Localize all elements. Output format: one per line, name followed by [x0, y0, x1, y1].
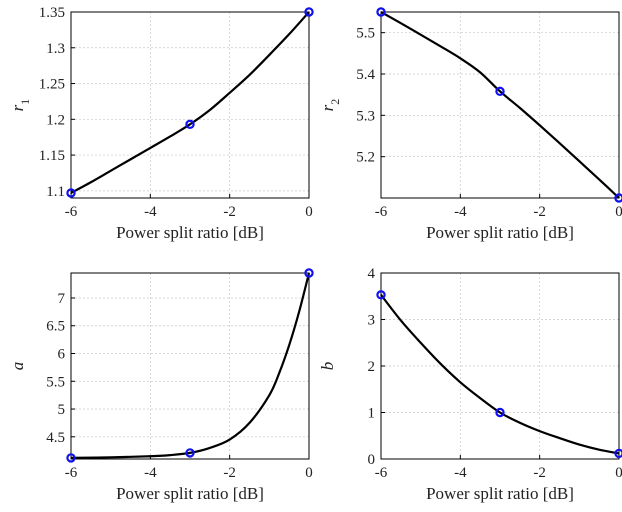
y-tick-label: 5	[58, 402, 66, 418]
x-tick-label: 0	[305, 465, 313, 481]
y-tick-label: 0	[368, 452, 376, 468]
y-tick-label: 5.2	[356, 150, 375, 166]
y-tick-label: 3	[368, 313, 376, 329]
y-axis-label-main: a	[8, 362, 27, 371]
x-tick-label: -6	[375, 465, 388, 481]
series-line-b	[381, 295, 619, 454]
x-tick-label: -6	[65, 465, 78, 481]
y-tick-label: 6	[58, 347, 66, 363]
y-axis-label: r2	[318, 99, 342, 112]
axes-box	[381, 12, 619, 198]
panel-r2: -6 -4 -2 0 5.2 5.3 5.4 5.5 Power split ratio [dB…	[318, 8, 622, 242]
y-tick-label: 5.4	[356, 67, 375, 83]
y-tick-label: 5.5	[46, 374, 65, 390]
x-tick-label: -4	[454, 204, 467, 220]
y-tick-label: 1	[368, 406, 376, 422]
axes-box	[381, 273, 619, 459]
y-tick-label: 4.5	[46, 430, 65, 446]
series-line-r2	[381, 12, 619, 198]
x-tick-label: -2	[223, 204, 236, 220]
y-axis-label: b	[318, 362, 337, 371]
panel-r1: -6 -4 -2 0 1.1 1.15 1.2 1.25 1.3 1.35 Power split …	[8, 5, 313, 242]
x-tick-label: -4	[144, 465, 157, 481]
y-axis-label-main: b	[318, 362, 337, 371]
x-tick-label: -2	[533, 465, 546, 481]
x-tick-label: 0	[615, 204, 622, 220]
y-tick-label: 1.2	[46, 112, 65, 128]
y-tick-label: 1.35	[39, 5, 65, 21]
series-line-a	[71, 273, 309, 458]
y-tick-label: 2	[368, 359, 376, 375]
series-line-r1	[71, 12, 309, 193]
x-tick-label: -4	[144, 204, 157, 220]
x-tick-label: -4	[454, 465, 467, 481]
x-axis-label: Power split ratio [dB]	[116, 223, 264, 242]
x-tick-label: -6	[65, 204, 78, 220]
y-axis-label-subscript: 2	[328, 99, 342, 105]
axes-box	[71, 273, 309, 459]
x-tick-label: -2	[533, 204, 546, 220]
y-tick-label: 7	[58, 291, 66, 307]
y-tick-label: 1.25	[39, 77, 65, 93]
y-tick-label: 6.5	[46, 319, 65, 335]
y-tick-label: 1.1	[46, 184, 65, 200]
axes-box	[71, 12, 309, 198]
x-tick-label: 0	[305, 204, 313, 220]
y-tick-label: 1.3	[46, 41, 65, 57]
y-tick-label: 5.3	[356, 108, 375, 124]
y-axis-label-subscript: 1	[18, 99, 32, 105]
y-tick-label: 5.5	[356, 26, 375, 42]
x-tick-label: -2	[223, 465, 236, 481]
y-axis-label: a	[8, 362, 27, 371]
y-axis-label: r1	[8, 99, 32, 112]
x-axis-label: Power split ratio [dB]	[116, 484, 264, 503]
panel-b: -6 -4 -2 0 0 1 2 3 4 Power split ratio [dB] b	[318, 266, 622, 503]
x-tick-label: 0	[615, 465, 622, 481]
x-axis-label: Power split ratio [dB]	[426, 484, 574, 503]
y-tick-label: 4	[368, 266, 376, 282]
x-axis-label: Power split ratio [dB]	[426, 223, 574, 242]
panel-a: -6 -4 -2 0 4.5 5 5.5 6 6.5 7 Power split ratio [dB…	[8, 269, 313, 503]
y-tick-label: 1.15	[39, 148, 65, 164]
x-tick-label: -6	[375, 204, 388, 220]
